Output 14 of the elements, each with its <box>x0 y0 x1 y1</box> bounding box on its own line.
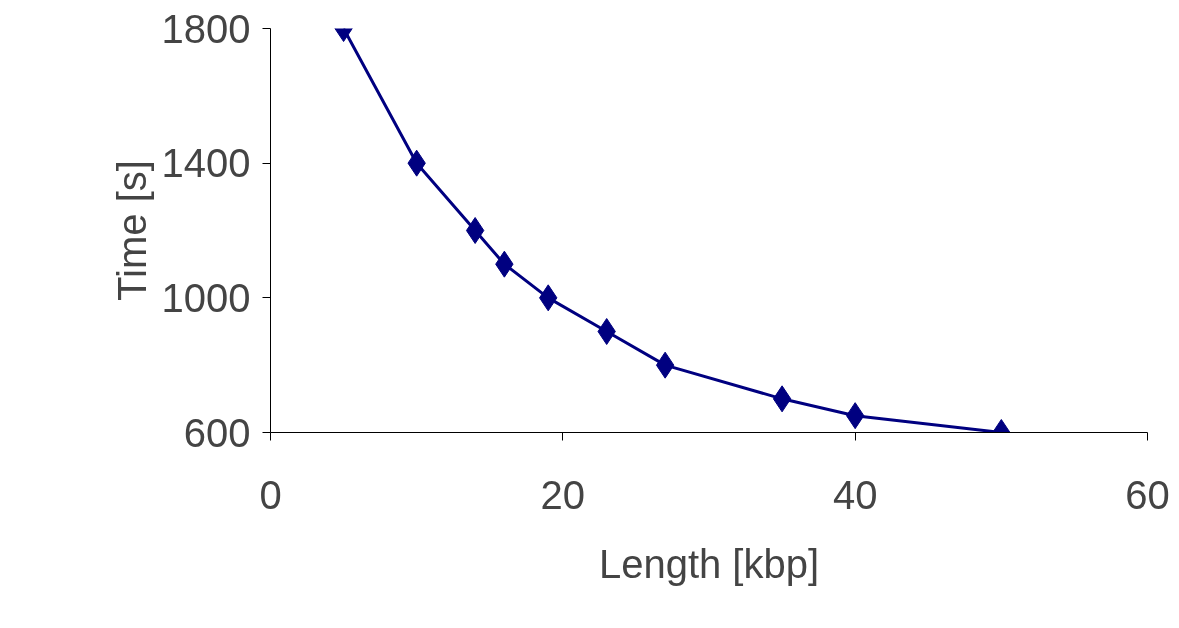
x-tick-label: 40 <box>832 472 878 517</box>
point <box>465 217 485 244</box>
x-tick-label: 0 <box>259 472 282 517</box>
point <box>655 351 675 379</box>
point <box>772 385 792 413</box>
y-tick-label: 1000 <box>161 275 251 320</box>
x-axis-title: Length [kbp] <box>598 541 820 586</box>
y-tick-label: 600 <box>183 410 251 455</box>
y-tick-label: 1400 <box>161 141 251 186</box>
x-tick-label: 60 <box>1125 472 1170 517</box>
y-tick-label: 1800 <box>161 6 251 51</box>
point <box>597 318 616 345</box>
x-tick-label: 20 <box>540 472 586 517</box>
y-axis-title: Time [s] <box>109 160 154 301</box>
